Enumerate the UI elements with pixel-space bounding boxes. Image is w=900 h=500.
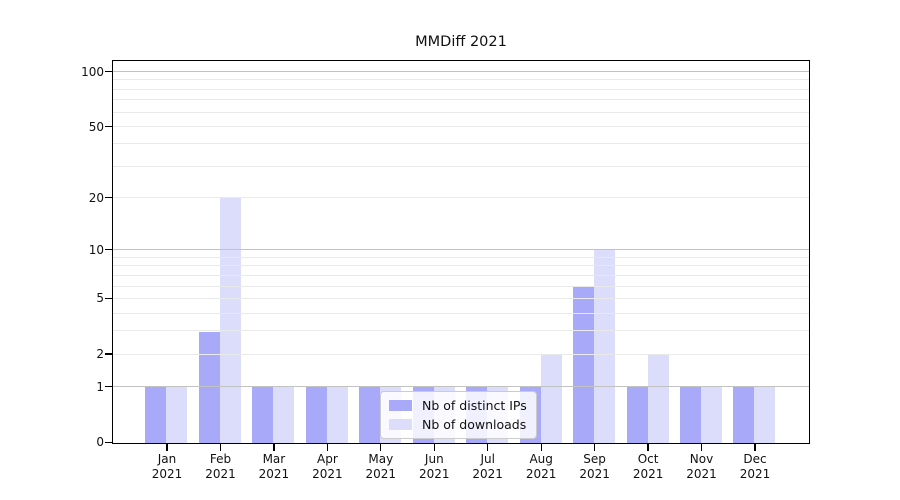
y-tick-label-10: 10	[88, 242, 104, 257]
bar-downloads-mar	[273, 387, 295, 443]
gridline-y-9	[113, 256, 809, 258]
bar-downloads-aug	[540, 354, 562, 443]
x-tick-label-nov: Nov 2021	[686, 452, 717, 481]
bar-distinct-ips-oct	[626, 387, 648, 443]
x-tick-mark-feb	[219, 444, 222, 451]
bar-distinct-ips-may	[359, 387, 381, 443]
x-tick-mark-dec	[754, 444, 756, 451]
y-tick-label-20: 20	[88, 190, 104, 205]
gridline-y-20	[113, 197, 809, 199]
legend-swatch-downloads	[389, 419, 412, 430]
chart-title: MMDiff 2021	[415, 34, 507, 50]
bar-downloads-feb	[219, 198, 241, 443]
y-tick-label-100: 100	[81, 64, 104, 79]
y-tick-mark-100	[105, 70, 112, 73]
y-tick-label-1: 1	[96, 379, 104, 394]
legend-item-downloads: Nb of downloads	[389, 417, 527, 432]
x-tick-label-feb: Feb 2021	[205, 452, 236, 481]
y-tick-mark-1	[105, 386, 112, 388]
x-tick-mark-may	[380, 444, 382, 451]
y-tick-mark-20	[105, 197, 112, 199]
bar-distinct-ips-dec	[733, 387, 755, 443]
bar-downloads-oct	[647, 354, 669, 443]
plot-area: Nb of distinct IPs Nb of downloads	[112, 60, 810, 444]
bar-downloads-nov	[700, 387, 722, 443]
x-tick-label-oct: Oct 2021	[632, 452, 664, 481]
bar-downloads-jan	[166, 387, 188, 443]
x-tick-label-aug: Aug 2021	[525, 452, 557, 481]
gridline-y-70	[113, 99, 809, 101]
x-tick-label-mar: Mar 2021	[258, 452, 290, 481]
bar-downloads-sep	[594, 250, 615, 443]
x-tick-mark-aug	[540, 444, 542, 451]
x-tick-label-sep: Sep 2021	[579, 452, 610, 481]
bar-distinct-ips-feb	[198, 331, 220, 443]
legend-swatch-distinct-ips	[389, 400, 412, 411]
y-tick-mark-0	[105, 441, 112, 444]
legend-label-downloads: Nb of downloads	[422, 417, 527, 432]
x-tick-mark-jul	[487, 444, 489, 451]
gridline-y-60	[113, 111, 809, 113]
y-tick-label-2: 2	[96, 347, 104, 362]
x-tick-mark-jan	[166, 444, 168, 451]
bar-distinct-ips-mar	[252, 387, 274, 443]
gridline-y-5	[113, 297, 809, 299]
x-tick-label-apr: Apr 2021	[312, 452, 343, 481]
x-tick-mark-jun	[433, 444, 435, 451]
bar-downloads-apr	[326, 387, 348, 443]
x-tick-label-jun: Jun 2021	[419, 452, 450, 481]
x-tick-mark-sep	[593, 444, 596, 451]
x-tick-mark-oct	[647, 444, 649, 451]
x-tick-label-dec: Dec 2021	[739, 452, 771, 481]
gridline-y-4	[113, 312, 809, 314]
bar-distinct-ips-sep	[573, 286, 594, 443]
x-tick-label-may: May 2021	[365, 452, 397, 481]
legend-item-distinct-ips: Nb of distinct IPs	[389, 398, 527, 413]
gridline-y-2	[113, 353, 809, 355]
x-tick-label-jul: Jul 2021	[472, 452, 503, 481]
y-tick-label-0: 0	[96, 435, 104, 450]
gridline-y-50	[113, 125, 809, 127]
gridline-y-30	[113, 165, 809, 167]
bar-distinct-ips-nov	[679, 387, 701, 443]
gridline-y-10	[113, 249, 809, 251]
legend: Nb of distinct IPs Nb of downloads	[380, 391, 537, 439]
bar-downloads-dec	[754, 387, 776, 443]
y-tick-mark-10	[105, 249, 112, 251]
gridline-y-40	[113, 143, 809, 145]
x-tick-label-jan: Jan 2021	[151, 452, 183, 481]
gridline-y-6	[113, 285, 809, 287]
gridline-y-3	[113, 330, 809, 332]
x-tick-mark-mar	[273, 444, 275, 451]
y-tick-mark-2	[105, 353, 112, 355]
gridline-y-1	[113, 386, 809, 388]
y-tick-label-50: 50	[88, 119, 104, 134]
y-tick-mark-50	[105, 125, 112, 128]
legend-label-distinct-ips: Nb of distinct IPs	[422, 398, 527, 413]
x-tick-mark-nov	[700, 444, 703, 451]
bar-distinct-ips-jan	[145, 387, 167, 443]
gridline-y-100	[113, 71, 809, 72]
gridline-y-7	[113, 274, 809, 276]
bar-distinct-ips-apr	[305, 387, 327, 443]
y-tick-mark-5	[105, 297, 112, 300]
gridline-y-90	[113, 79, 809, 81]
gridline-y-8	[113, 265, 809, 267]
x-tick-mark-apr	[326, 444, 329, 451]
gridline-y-80	[113, 88, 809, 90]
y-tick-label-5: 5	[96, 291, 104, 306]
